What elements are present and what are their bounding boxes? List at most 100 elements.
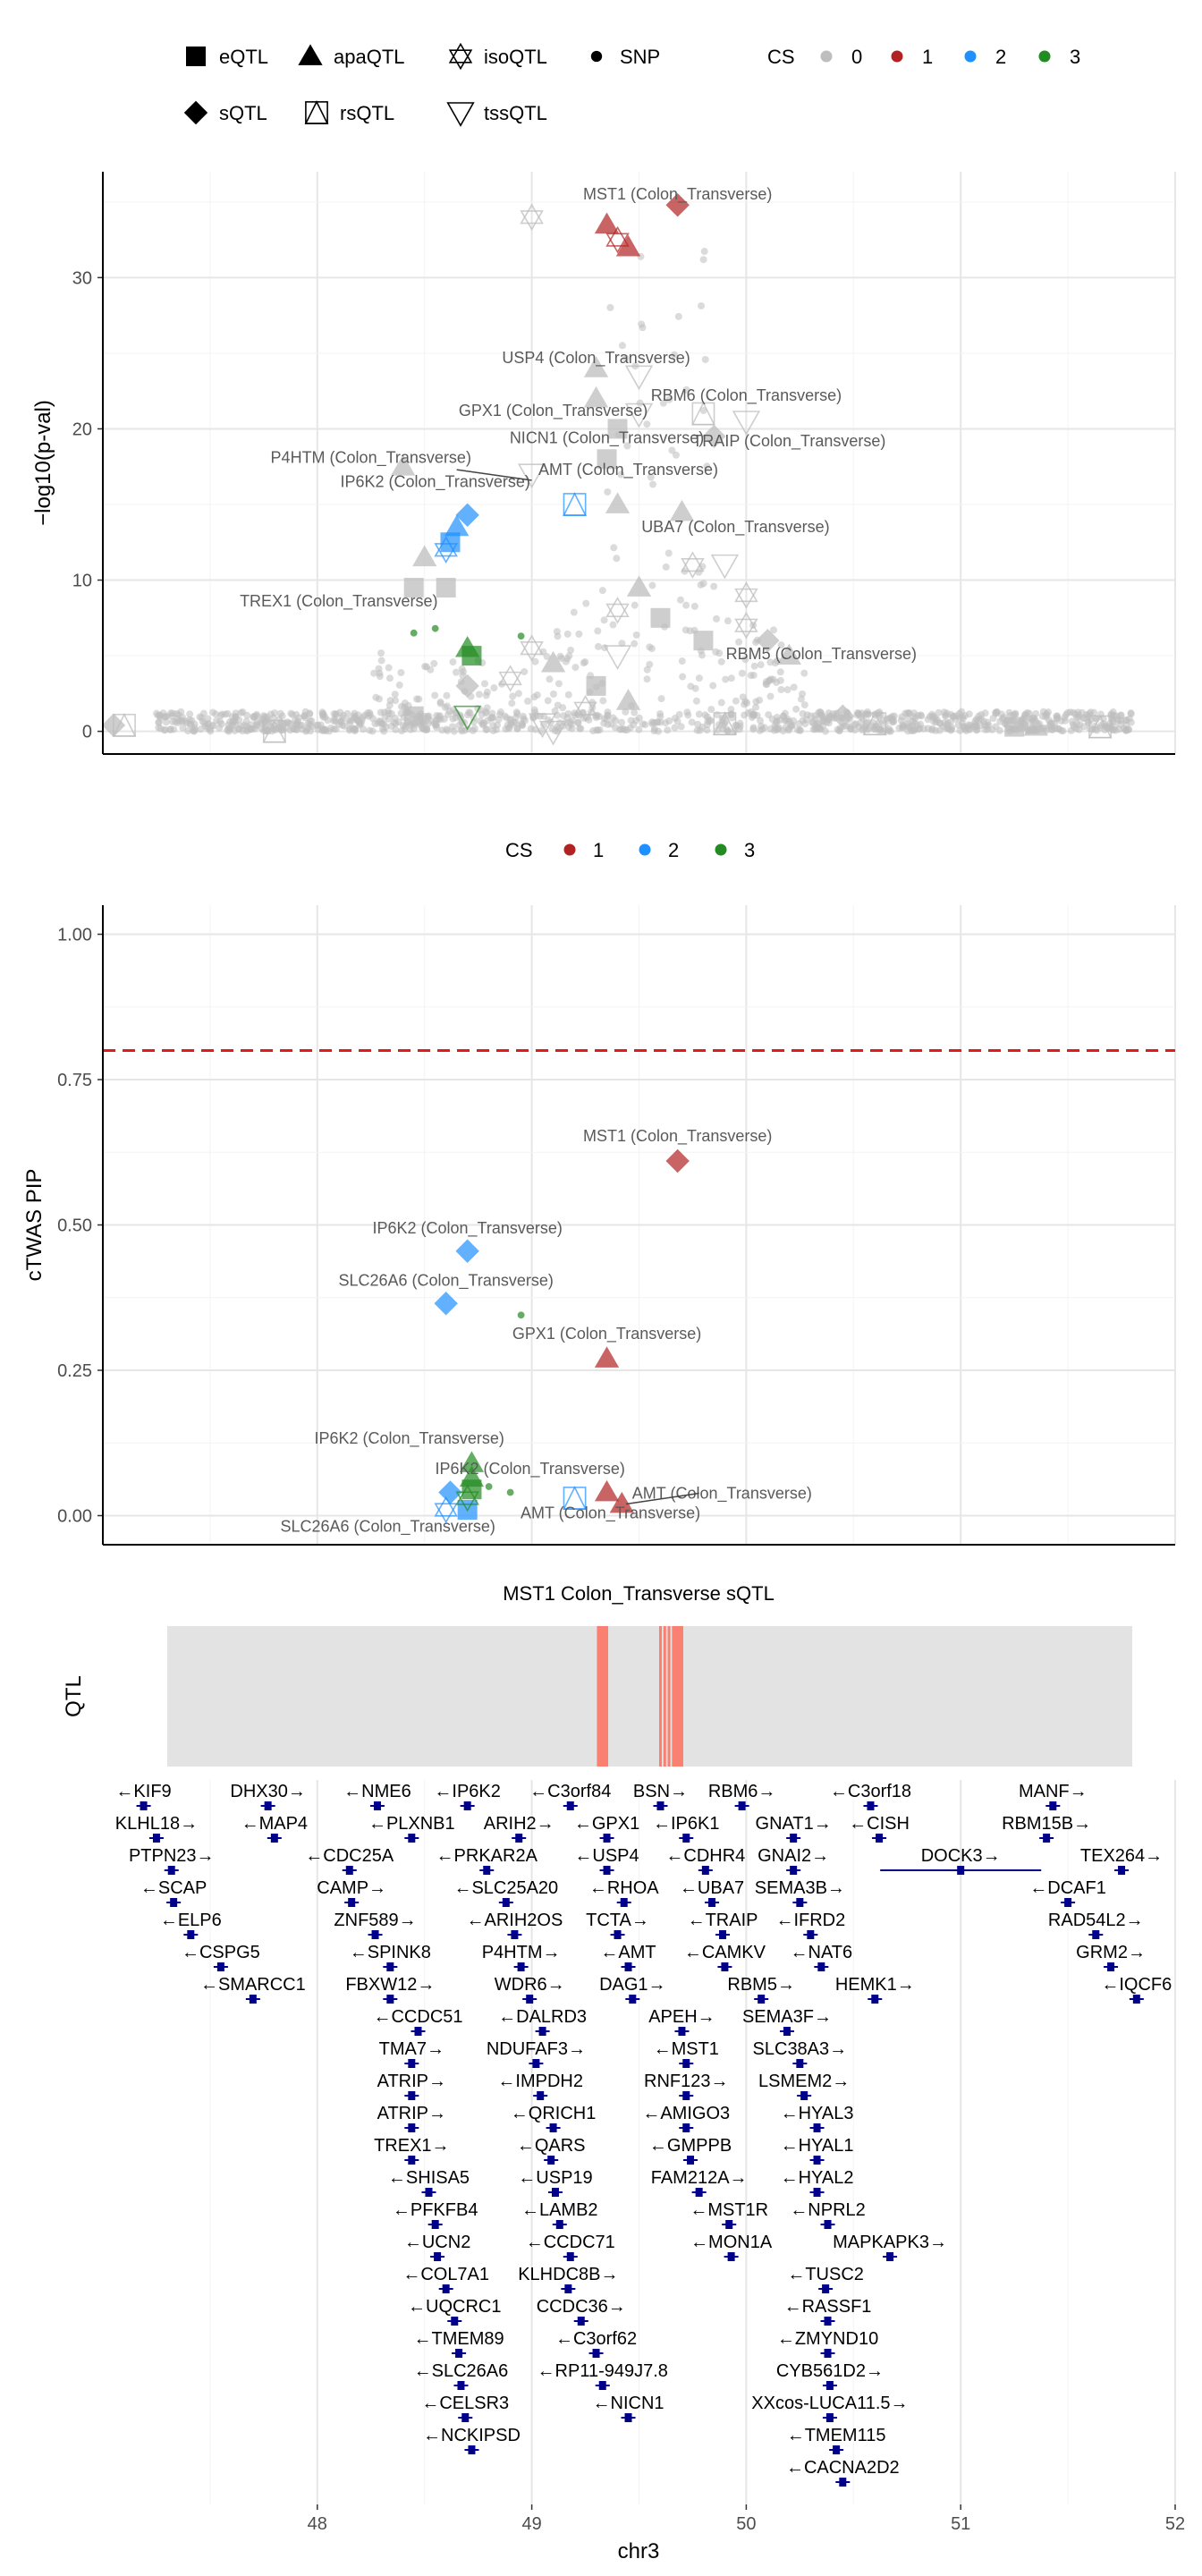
gene-label: ←MAP4	[241, 1814, 308, 1834]
gene-label: TCTA→	[586, 1911, 649, 1930]
gene-exon	[564, 2284, 572, 2293]
point-cs0-apaqtl	[626, 575, 652, 597]
y-tick-label: 30	[72, 268, 92, 288]
y-tick-label: 0.25	[57, 1361, 92, 1381]
annotation-label: SLC26A6 (Colon_Transverse)	[338, 1271, 553, 1290]
gene-exon	[566, 1801, 574, 1810]
legend-tssqtl-icon	[446, 102, 475, 127]
gene-exon	[871, 1995, 879, 2004]
gene-label: ←HYAL1	[781, 2136, 854, 2156]
point-cs1-apaqtl	[615, 234, 641, 257]
gene-exon	[614, 1930, 622, 1939]
point-cs0-rsqtl	[862, 711, 887, 736]
gene-exon	[408, 1834, 416, 1843]
gene-label: ←DALRD3	[498, 2007, 587, 2027]
legend2-cs-1-label: 1	[593, 839, 604, 861]
gene-exon	[414, 2027, 422, 2036]
annotation-label: RBM5 (Colon_Transverse)	[726, 645, 917, 664]
gene-label: ←QARS	[517, 2136, 586, 2156]
gene-exon	[187, 1930, 195, 1939]
gene-exon	[624, 1962, 632, 1971]
gene-label: ←IP6K1	[653, 1814, 719, 1834]
point-cs0-tssqtl	[624, 365, 654, 391]
background-snp-cloud	[153, 248, 1135, 735]
legend-apaqtl-icon	[298, 44, 323, 65]
gene-label: ←UCN2	[404, 2233, 470, 2252]
gene-track: ←KIF9 DHX30→ ←NME6 ←IP6K2 ←C3orf84 BSN→ RBM6→ ←…	[115, 1780, 1185, 2563]
point-cs3-snp	[431, 624, 439, 632]
point-cs0-rsqtl	[1088, 714, 1113, 739]
annotation-label: MST1 (Colon_Transverse)	[583, 185, 772, 204]
gene-label: ←PLXNB1	[368, 1814, 455, 1834]
point-cs1-apaqtl	[609, 1491, 634, 1513]
gene-exon	[824, 2220, 832, 2229]
gene-exon	[796, 2059, 804, 2068]
gene-label: ←IP6K2	[434, 1782, 500, 1801]
gene-exon	[813, 2156, 821, 2165]
gene-label: ←DCAF1	[1029, 1878, 1106, 1898]
point-cs0-apaqtl	[615, 689, 641, 710]
gene-exon	[442, 2284, 450, 2293]
point-cs2-rsqtl	[563, 1486, 587, 1510]
gene-label: MAPKAPK3→	[833, 2233, 947, 2252]
point-cs0-apaqtl	[669, 499, 695, 521]
gene-label: TREX1→	[374, 2136, 449, 2156]
gene-label: ←C3orf18	[830, 1782, 911, 1801]
point-cs0-isoqtl	[520, 203, 544, 231]
legend-rsqtl-label: rsQTL	[340, 102, 394, 124]
point-cs0-tssqtl	[710, 554, 740, 580]
point-cs2-sqtl	[434, 1292, 458, 1316]
gene-label: ←NPRL2	[790, 2200, 865, 2220]
annotation-label: AMT (Colon_Transverse)	[521, 1504, 700, 1523]
point-cs0-isoqtl	[573, 695, 597, 723]
gene-exon	[270, 1834, 278, 1843]
gene-label: ←TMEM89	[414, 2329, 504, 2349]
gene-exon	[386, 1962, 394, 1971]
gene-label: ←MON1A	[690, 2233, 773, 2252]
gene-exon	[719, 1930, 727, 1939]
point-cs2-rsqtl	[563, 492, 587, 516]
point-cs0-eqtl	[403, 706, 424, 726]
qtl-region-band	[166, 1626, 1133, 1767]
gene-label: ←KIF9	[115, 1782, 171, 1801]
point-cs0-apaqtl	[776, 643, 801, 665]
gene-label: CCDC36→	[537, 2297, 626, 2317]
gene-exon	[620, 1898, 628, 1907]
point-cs1-sqtl	[665, 193, 690, 217]
point-cs0-isoqtl	[498, 665, 522, 692]
gene-exon	[461, 2413, 470, 2422]
gene-exon	[167, 1866, 175, 1875]
legend-tssqtl-label: tssQTL	[484, 102, 547, 124]
gene-label: ←C3orf62	[555, 2329, 637, 2349]
point-cs2-apaqtl	[444, 514, 470, 537]
point-cs1-apaqtl	[594, 212, 620, 234]
point-cs0-eqtl	[607, 419, 628, 439]
legend-isoqtl-icon	[448, 42, 473, 71]
gene-label: APEH→	[648, 2007, 715, 2027]
gene-label: ←ARIH2OS	[467, 1911, 563, 1930]
annotation-label: IP6K2 (Colon_Transverse)	[314, 1429, 504, 1448]
legend-cs-3-label: 3	[1070, 46, 1080, 68]
point-cs1-apaqtl	[594, 1479, 620, 1502]
gene-label: GNAT1→	[756, 1814, 832, 1834]
gene-label: KLHDC8B→	[518, 2265, 618, 2284]
legend-cs-1-icon	[891, 50, 903, 63]
annotation-label: IP6K2 (Colon_Transverse)	[340, 472, 529, 491]
gene-exon	[824, 2349, 832, 2358]
gene-label: ←CSPG5	[182, 1943, 260, 1962]
point-cs2-sqtl	[438, 1480, 462, 1504]
gene-exon	[566, 2252, 574, 2261]
point-cs0-rsqtl	[262, 718, 287, 743]
gene-exon	[555, 2220, 563, 2229]
gene-label: LSMEM2→	[758, 2072, 850, 2091]
gene-exon	[431, 2220, 439, 2229]
gene-exon	[682, 2059, 690, 2068]
legend-cs-2-icon	[964, 50, 977, 63]
gene-exon	[547, 2156, 555, 2165]
gene-exon	[371, 1930, 379, 1939]
gene-label: SEMA3B→	[755, 1878, 845, 1898]
gene-exon	[796, 1898, 804, 1907]
gene-exon	[603, 1866, 611, 1875]
point-cs0-apaqtl	[583, 356, 609, 377]
